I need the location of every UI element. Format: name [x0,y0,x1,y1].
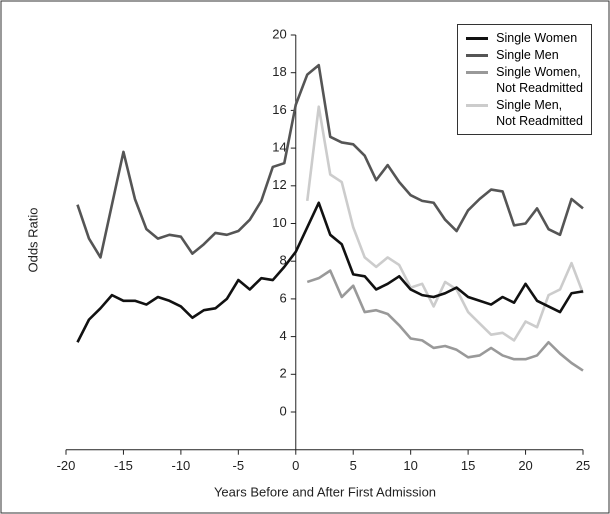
x-tick-label: 25 [576,458,590,473]
legend-entry: Single Men [466,47,583,63]
series-line [306,269,584,372]
x-tick-label: -20 [57,458,76,473]
legend-label: Single Women, Not Readmitted [496,65,583,95]
legend-swatch [466,37,489,40]
y-tick-label: 2 [280,366,287,381]
y-tick-label: 18 [272,64,286,79]
y-tick-label: 14 [272,140,286,155]
legend-entry: Single Women, Not Readmitted [466,64,583,96]
series-line [305,105,585,342]
x-tick-label: 20 [518,458,532,473]
y-axis-label: Odds Ratio [25,207,40,272]
x-tick-label: 5 [350,458,357,473]
legend-swatch [466,104,489,107]
x-tick-label: 15 [461,458,475,473]
y-tick-label: 6 [280,290,287,305]
legend-label: Single Women [496,31,578,45]
legend: Single Women Single Men Single Women, Not … [457,24,592,135]
y-tick-label: 10 [272,215,286,230]
x-tick-label: 0 [292,458,299,473]
series-line [76,63,584,259]
legend-entry: Single Men, Not Readmitted [466,97,583,129]
legend-label: Single Men [496,48,559,62]
x-tick-label: -10 [171,458,190,473]
y-tick-label: 20 [272,26,286,41]
series-line [76,201,584,343]
legend-swatch [466,71,489,74]
x-tick-label: 10 [403,458,417,473]
legend-label: Single Men, Not Readmitted [496,98,583,128]
legend-swatch [466,54,489,57]
x-axis-label: Years Before and After First Admission [214,484,436,499]
y-tick-label: 12 [272,177,286,192]
x-tick-label: -15 [114,458,133,473]
x-tick-label: -5 [233,458,245,473]
legend-entry: Single Women [466,30,583,46]
y-tick-label: 16 [272,102,286,117]
y-tick-label: 0 [280,403,287,418]
y-tick-label: 4 [280,328,287,343]
y-tick-label: 8 [280,253,287,268]
